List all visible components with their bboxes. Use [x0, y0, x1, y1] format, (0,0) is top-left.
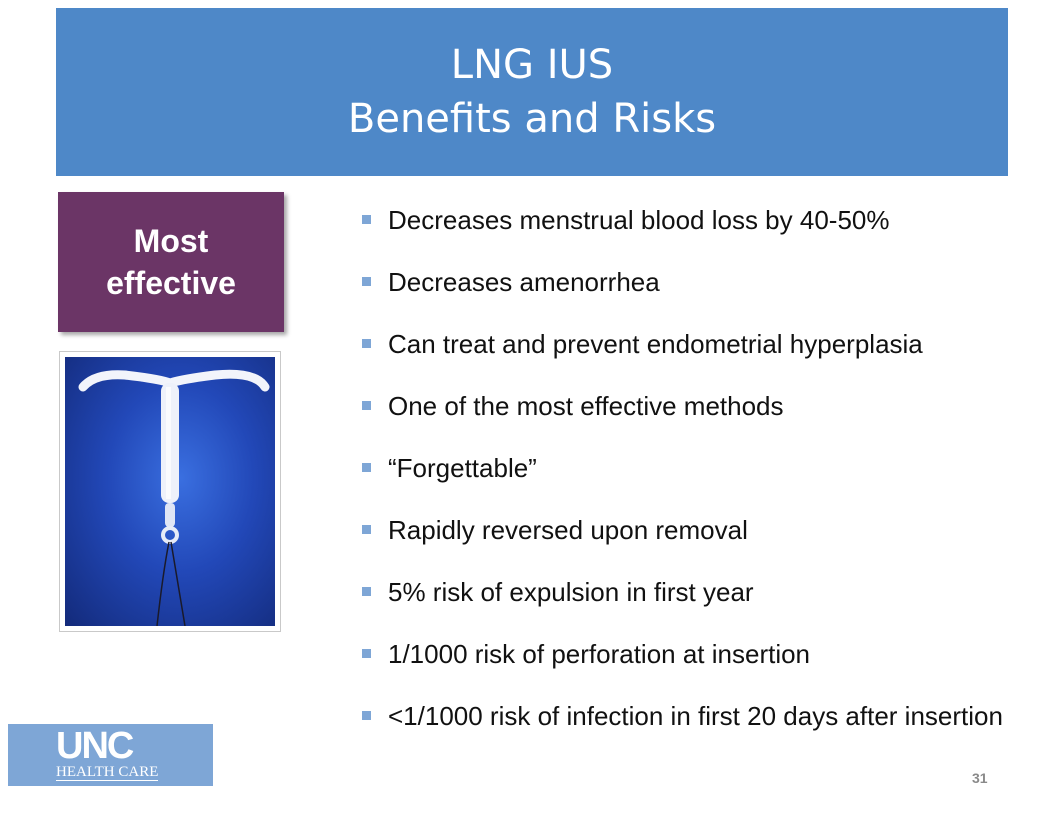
unc-health-care-logo: UNC HEALTH CARE: [8, 724, 213, 786]
list-item-text: One of the most effective methods: [388, 391, 784, 421]
slide-title-line-1: LNG IUS: [450, 42, 614, 88]
badge-line-1: Most: [133, 223, 209, 259]
logo-subtitle: HEALTH CARE: [56, 764, 159, 781]
badge-line-2: effective: [106, 265, 236, 301]
list-item-text: 5% risk of expulsion in first year: [388, 577, 754, 607]
list-item: Decreases amenorrhea: [360, 267, 1020, 297]
list-item: 5% risk of expulsion in first year: [360, 577, 1020, 607]
bullet-square-icon: [362, 277, 371, 286]
list-item-text: <1/1000 risk of infection in first 20 da…: [388, 701, 1003, 731]
list-item: Decreases menstrual blood loss by 40-50%: [360, 205, 1020, 235]
list-item: One of the most effective methods: [360, 391, 1020, 421]
bullet-square-icon: [362, 587, 371, 596]
list-item-text: Decreases amenorrhea: [388, 267, 660, 297]
list-item-text: 1/1000 risk of perforation at insertion: [388, 639, 811, 669]
bullet-square-icon: [362, 649, 371, 658]
list-item: 1/1000 risk of perforation at insertion: [360, 639, 1020, 669]
most-effective-badge: Most effective: [58, 192, 284, 332]
list-item: “Forgettable”: [360, 453, 1020, 483]
list-item: <1/1000 risk of infection in first 20 da…: [360, 701, 1020, 731]
iud-photo-frame: [59, 351, 281, 632]
benefits-risks-list: Decreases menstrual blood loss by 40-50%…: [360, 205, 1020, 763]
bullet-square-icon: [362, 711, 371, 720]
bullet-square-icon: [362, 525, 371, 534]
page-number: 31: [972, 770, 988, 786]
list-item-text: Rapidly reversed upon removal: [388, 515, 748, 545]
list-item-text: “Forgettable”: [388, 453, 537, 483]
list-item: Can treat and prevent endometrial hyperp…: [360, 329, 1020, 359]
slide-title-line-2: Benefits and Risks: [347, 96, 717, 142]
iud-photo: [65, 357, 275, 626]
logo-mark: UNC: [56, 725, 134, 767]
list-item-text: Can treat and prevent endometrial hyperp…: [388, 329, 923, 359]
iud-device-icon: [78, 369, 270, 626]
bullet-square-icon: [362, 339, 371, 348]
bullet-square-icon: [362, 215, 371, 224]
bullet-square-icon: [362, 401, 371, 410]
list-item: Rapidly reversed upon removal: [360, 515, 1020, 545]
bullet-square-icon: [362, 463, 371, 472]
list-item-text: Decreases menstrual blood loss by 40-50%: [388, 205, 890, 235]
title-banner: LNG IUS Benefits and Risks: [56, 8, 1008, 176]
